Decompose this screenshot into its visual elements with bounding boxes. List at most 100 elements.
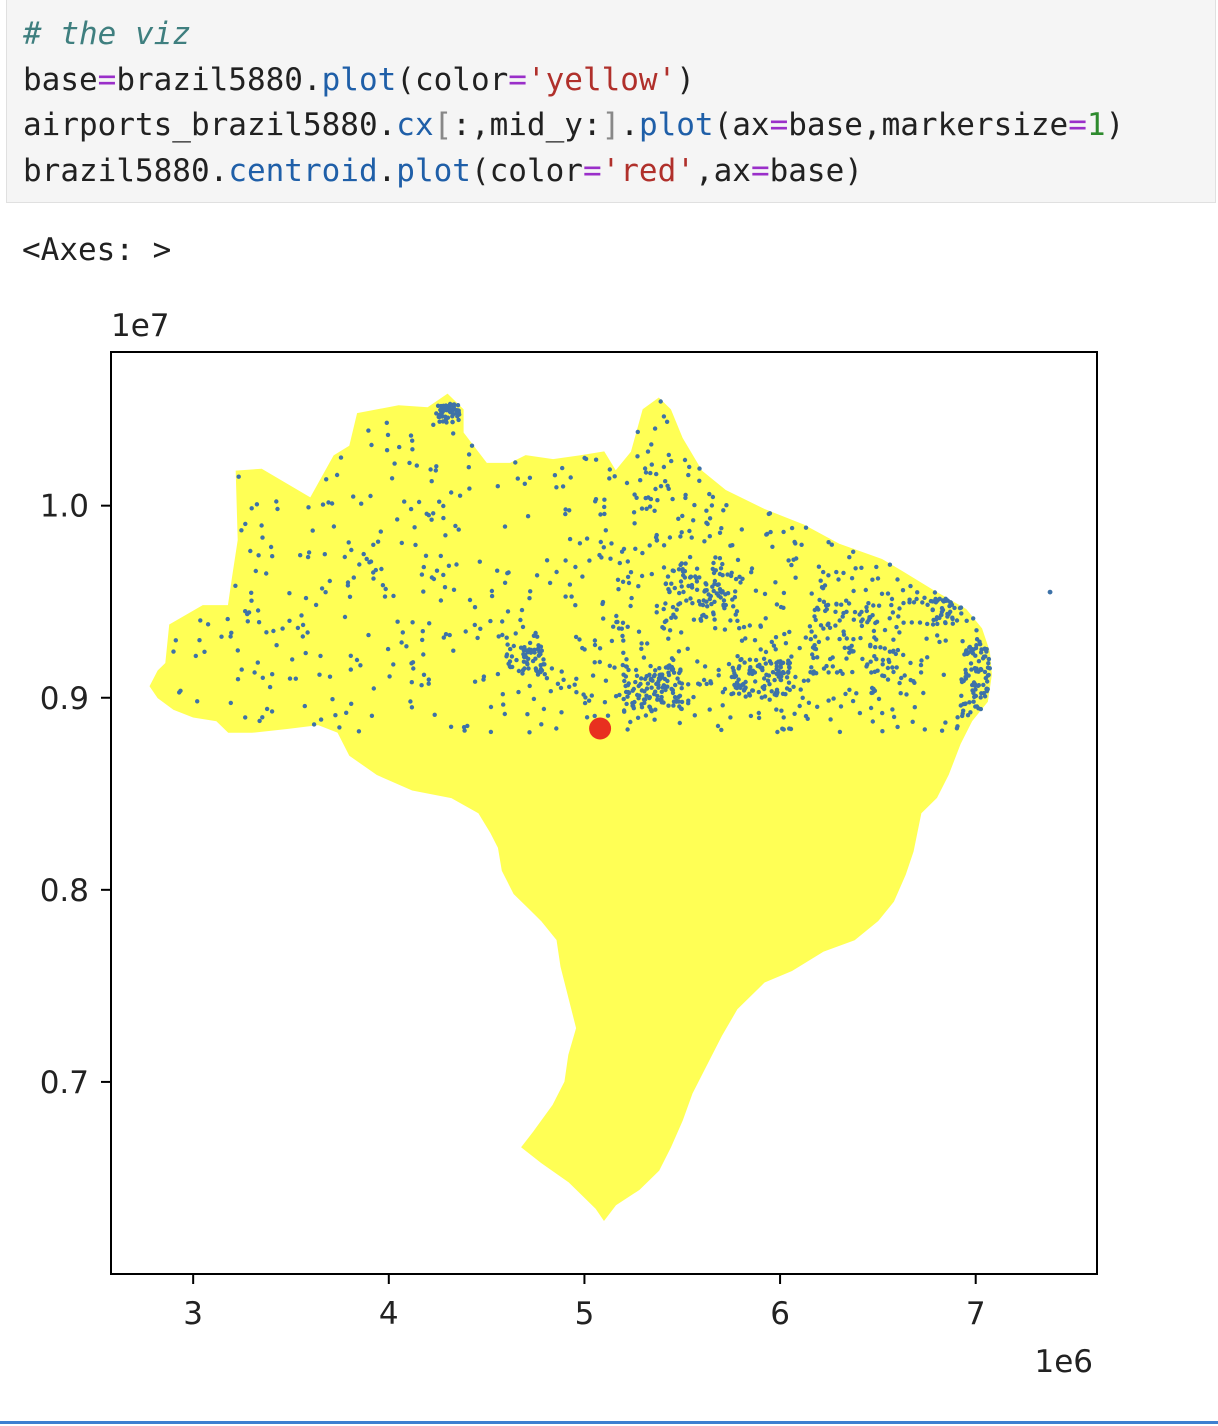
airport-point [454, 411, 459, 416]
airport-point [428, 467, 433, 472]
airport-point [647, 695, 652, 700]
airport-point [871, 603, 876, 608]
airport-point [345, 580, 351, 585]
airport-point [954, 618, 960, 623]
airport-point [539, 648, 544, 653]
airport-point [889, 602, 894, 608]
airport-point [857, 710, 863, 716]
airport-point [505, 609, 511, 614]
airport-point [729, 570, 734, 575]
airport-point [711, 588, 716, 594]
airport-point [952, 605, 957, 611]
airport-point [841, 629, 846, 634]
airport-point [670, 688, 675, 693]
airport-point [527, 730, 532, 735]
airport-point [598, 512, 603, 517]
airport-point [781, 670, 786, 676]
airport-point [389, 476, 395, 481]
airport-point [249, 590, 254, 595]
airport-point [639, 641, 644, 646]
airport-point [306, 505, 311, 510]
airport-point [538, 663, 543, 668]
airport-point [729, 674, 734, 680]
airport-point [824, 607, 829, 612]
airport-point [704, 681, 709, 687]
airport-point [408, 699, 413, 704]
airport-point [567, 684, 572, 689]
airport-point [630, 703, 635, 708]
airport-point [897, 606, 902, 611]
airport-point [868, 705, 874, 711]
airport-point [885, 677, 891, 682]
airport-point [868, 644, 873, 649]
airport-point [985, 687, 990, 692]
airport-point [974, 628, 979, 633]
airport-point [817, 597, 822, 603]
airport-point [582, 647, 587, 652]
airport-point [713, 555, 718, 560]
airport-point [246, 610, 252, 615]
airport-point [962, 652, 967, 657]
airport-point [976, 683, 981, 688]
airport-point [303, 595, 309, 601]
airport-point [603, 678, 609, 683]
airport-point [694, 587, 700, 592]
airport-point [641, 697, 647, 702]
airport-point [260, 715, 265, 720]
airport-point [753, 657, 759, 663]
airport-point [648, 677, 654, 683]
airport-point [410, 660, 416, 665]
airport-point [643, 470, 649, 475]
airport-point [925, 655, 930, 660]
airport-point [864, 664, 869, 669]
airport-point [385, 646, 391, 652]
airport-point [507, 664, 513, 669]
airport-point [871, 686, 876, 692]
airport-point [589, 693, 594, 698]
airport-point [982, 669, 988, 675]
airport-point [730, 665, 735, 670]
airport-point [451, 431, 456, 436]
airport-point [602, 700, 608, 705]
airport-point [447, 632, 452, 638]
airport-point [882, 627, 888, 633]
airport-point [815, 704, 820, 709]
airport-point [851, 549, 856, 554]
airport-point [441, 635, 446, 640]
airport-point [466, 452, 472, 457]
airport-point [178, 688, 183, 693]
airport-point [711, 560, 716, 566]
airport-point [342, 554, 347, 560]
airport-point [466, 465, 471, 470]
airport-point [271, 628, 276, 634]
airport-point [959, 693, 964, 698]
airport-point [735, 618, 740, 623]
code-token: = [582, 152, 602, 189]
airport-point [691, 694, 696, 700]
airport-point [414, 463, 419, 468]
airport-point [924, 636, 929, 641]
airport-point [349, 701, 354, 706]
airport-point [527, 640, 533, 646]
airport-point [400, 630, 405, 635]
airport-point [764, 532, 769, 537]
airport-point [597, 646, 603, 651]
code-cell-input[interactable]: # the viz base=brazil5880.plot(color='yel… [6, 0, 1216, 203]
airport-point [239, 667, 244, 672]
airport-point [256, 553, 261, 558]
airport-point [663, 665, 669, 670]
airport-point [520, 624, 526, 630]
airport-point [541, 657, 546, 662]
airport-point [653, 707, 658, 712]
airport-point [979, 691, 984, 696]
airport-point [560, 484, 566, 489]
airport-point [921, 690, 926, 696]
airport-point [838, 704, 844, 709]
airport-point [774, 664, 779, 669]
airport-point [453, 523, 458, 529]
airport-point [851, 617, 856, 622]
airport-point [514, 657, 519, 663]
airport-point [233, 583, 238, 588]
airport-point [728, 618, 733, 623]
airport-point [259, 523, 264, 528]
